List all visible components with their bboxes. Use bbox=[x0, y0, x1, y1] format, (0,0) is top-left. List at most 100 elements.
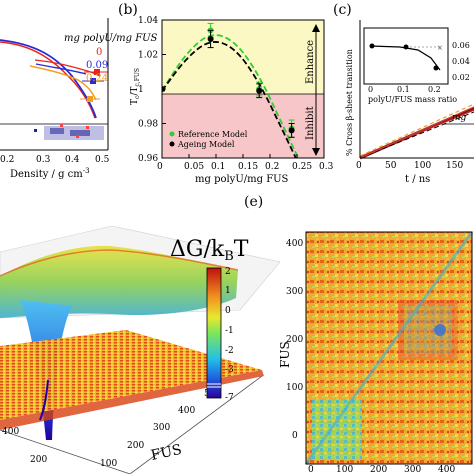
panel-d-xtick-100: 100 bbox=[100, 459, 117, 469]
inset-point-3 bbox=[433, 65, 439, 71]
panel-b-xtick: 0.3 bbox=[319, 162, 334, 172]
surface-plot bbox=[0, 225, 281, 474]
legend-entry-009: 0.09 bbox=[86, 60, 108, 71]
molecule-render bbox=[34, 124, 104, 140]
legend-entry-024: 0.24 bbox=[86, 73, 108, 84]
inset-point-1 bbox=[369, 43, 375, 49]
legend-dot-ageing bbox=[169, 141, 175, 147]
panel-c-tag: (c) bbox=[333, 2, 352, 18]
panel-a-xlabel: Density / g cm-3 bbox=[10, 167, 90, 180]
panel-a-xtick-1: 0.2 bbox=[0, 155, 14, 165]
ageing-fit-curve bbox=[162, 41, 297, 158]
panel-e-frame bbox=[305, 231, 473, 465]
colorbar-title: ΔG/kBT bbox=[170, 237, 249, 264]
inset-curve bbox=[369, 45, 441, 71]
panel-c-partial-label: mg bbox=[452, 113, 467, 123]
panel-e-ytick-100: 100 bbox=[286, 383, 303, 393]
panel-b-ticks: 0.96 0.98 1 1.02 1.04 0 0.05 0.1 0.15 0.2 0.25 0.3 bbox=[138, 16, 334, 172]
panel-b-xlabel: mg polyU/mg FUS bbox=[195, 174, 289, 185]
panel-e-ytick-200: 200 bbox=[286, 335, 303, 345]
point-ageing-2 bbox=[256, 87, 263, 94]
legend-entry-0: 0 bbox=[96, 47, 102, 58]
contact-map-floor bbox=[0, 330, 262, 420]
panel-a: mg polyU/mg FUS 0 0.09 0.24 0.2 0.3 0.4 … bbox=[0, 18, 158, 180]
panel-b-xtick: 0.25 bbox=[292, 162, 312, 172]
panel-d-ytick-200: 200 bbox=[30, 455, 47, 465]
panel-b-xtick: 0.1 bbox=[211, 162, 225, 172]
colorbar-tick-m1: -1 bbox=[225, 326, 234, 336]
panel-a-plot bbox=[0, 18, 108, 140]
panel-b-legend: Reference Model Ageing Model bbox=[169, 130, 248, 149]
inset-xtick-2: 0.1 bbox=[397, 85, 410, 94]
point-ageing-3 bbox=[288, 127, 295, 134]
panel-e-tag: (e) bbox=[244, 194, 263, 210]
curve-009 bbox=[0, 39, 97, 119]
panel-e-xtick-100: 100 bbox=[336, 465, 353, 474]
energy-surface bbox=[0, 245, 238, 318]
inhibit-label: Inhibit bbox=[305, 106, 316, 140]
panel-e-ytick-0: 0 bbox=[292, 431, 298, 441]
panel-e-ylabel: FUS bbox=[278, 341, 292, 368]
panel-e: (e) 400 300 200 100 0 FUS 0 100 200 300 … bbox=[244, 194, 474, 474]
colorbar-tick-m3: -3 bbox=[225, 365, 234, 375]
inset-frame bbox=[363, 27, 449, 85]
inset-marker: × bbox=[437, 44, 443, 52]
panel-b-ytick: 1.04 bbox=[138, 16, 158, 26]
colorbar-tick-1: 1 bbox=[225, 286, 231, 296]
panel-b-xtick: 0 bbox=[157, 162, 163, 172]
panel-b-ylabel: Tc/Tc,FUS bbox=[130, 68, 141, 105]
panel-a-xtick-3: 0.4 bbox=[65, 155, 80, 165]
panel-b-xtick: 0.05 bbox=[184, 162, 204, 172]
colorbar-tick-m2: -2 bbox=[225, 346, 234, 356]
point-ageing-1 bbox=[207, 35, 214, 42]
panel-d-xtick-300: 300 bbox=[153, 423, 170, 433]
panel-e-ytick-300: 300 bbox=[286, 287, 303, 297]
panel-a-xticks: 0.2 0.3 0.4 0.5 bbox=[0, 155, 110, 165]
colorbar-ticks: 2 1 0 -1 -2 -3 -7 bbox=[225, 267, 234, 403]
colorbar-tick-0: 0 bbox=[225, 306, 231, 316]
panel-e-xtick-400: 400 bbox=[438, 465, 455, 474]
panel-e-xticks: 0 100 200 300 400 bbox=[308, 465, 455, 474]
legend-title: mg polyU/mg FUS bbox=[64, 33, 158, 44]
panel-d-xtick-400: 400 bbox=[178, 406, 195, 416]
reference-fit-curve bbox=[162, 34, 300, 158]
inset-point-2 bbox=[403, 44, 409, 50]
panel-c-xtick-50: 50 bbox=[385, 161, 397, 171]
panel-b-points bbox=[162, 22, 295, 138]
panel-c: (c) × 0.06 0.04 0.02 0 0.1 0.2 polyU/FUS… bbox=[333, 2, 474, 185]
panel-c-xlabel: t / ns bbox=[405, 174, 430, 185]
panel-c-xticks: 0 50 100 150 bbox=[356, 161, 463, 171]
panel-d-xtick-200: 200 bbox=[127, 441, 144, 451]
inset-xlabel: polyU/FUS mass ratio bbox=[368, 95, 457, 104]
enhance-label: Enhance bbox=[305, 40, 316, 84]
panel-a-legend: mg polyU/mg FUS 0 0.09 0.24 bbox=[64, 33, 158, 84]
inset-ytick-2: 0.04 bbox=[452, 57, 470, 66]
panel-d-xlabel: FUS bbox=[150, 442, 184, 464]
panel-e-yticks: 400 300 200 100 0 bbox=[286, 239, 303, 441]
legend-reference: Reference Model bbox=[178, 130, 248, 139]
inset-ytick-1: 0.06 bbox=[452, 41, 470, 50]
legend-dot-reference bbox=[169, 131, 175, 137]
panel-e-ytick-400: 400 bbox=[286, 239, 303, 249]
legend-ageing: Ageing Model bbox=[177, 140, 235, 149]
panel-c-inset: × 0.06 0.04 0.02 0 0.1 0.2 polyU/FUS mas… bbox=[363, 27, 470, 104]
panel-a-xtick-4: 0.5 bbox=[95, 155, 110, 165]
inset-ytick-3: 0.02 bbox=[452, 73, 470, 82]
panel-c-xtick-100: 100 bbox=[414, 161, 431, 171]
panel-b-arrow: Enhance Inhibit bbox=[305, 24, 320, 156]
heatmap-deep-spot bbox=[434, 324, 446, 336]
panel-c-ylabel: % Cross β-sheet transition bbox=[345, 49, 354, 156]
enhance-region bbox=[162, 20, 324, 94]
panel-d-ytick-400: 400 bbox=[2, 427, 19, 437]
inhibit-region bbox=[162, 94, 324, 158]
error-markers bbox=[80, 69, 108, 102]
panel-e-xtick-300: 300 bbox=[404, 465, 421, 474]
panel-a-xtick-2: 0.3 bbox=[36, 155, 51, 165]
panel-b-ytick: 0.98 bbox=[138, 120, 158, 130]
panel-b: (b) 0.96 0.98 1 1.02 1.04 0 0.05 0.1 0.15 0.2 0.25… bbox=[118, 2, 334, 185]
colorbar-tick-m7: -7 bbox=[225, 393, 234, 403]
panel-b-xtick: 0.2 bbox=[265, 162, 279, 172]
curve-009b bbox=[35, 63, 87, 75]
panel-b-ytick: 1 bbox=[138, 85, 144, 95]
